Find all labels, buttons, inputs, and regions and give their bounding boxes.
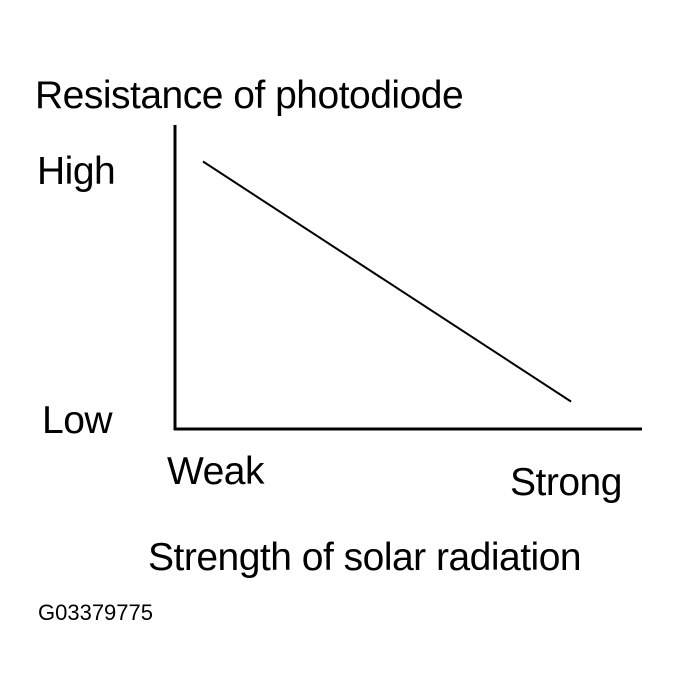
chart-title: Resistance of photodiode	[35, 74, 464, 117]
series-layer	[202, 160, 572, 403]
y-tick-label-low: Low	[42, 399, 113, 442]
x-axis-label: Strength of solar radiation	[148, 536, 582, 579]
x-tick-label-weak: Weak	[167, 450, 265, 493]
series-line-0	[202, 160, 572, 403]
x-tick-label-strong: Strong	[510, 461, 622, 504]
y-tick-label-high: High	[37, 150, 116, 193]
figure-id: G03379775	[38, 600, 153, 625]
